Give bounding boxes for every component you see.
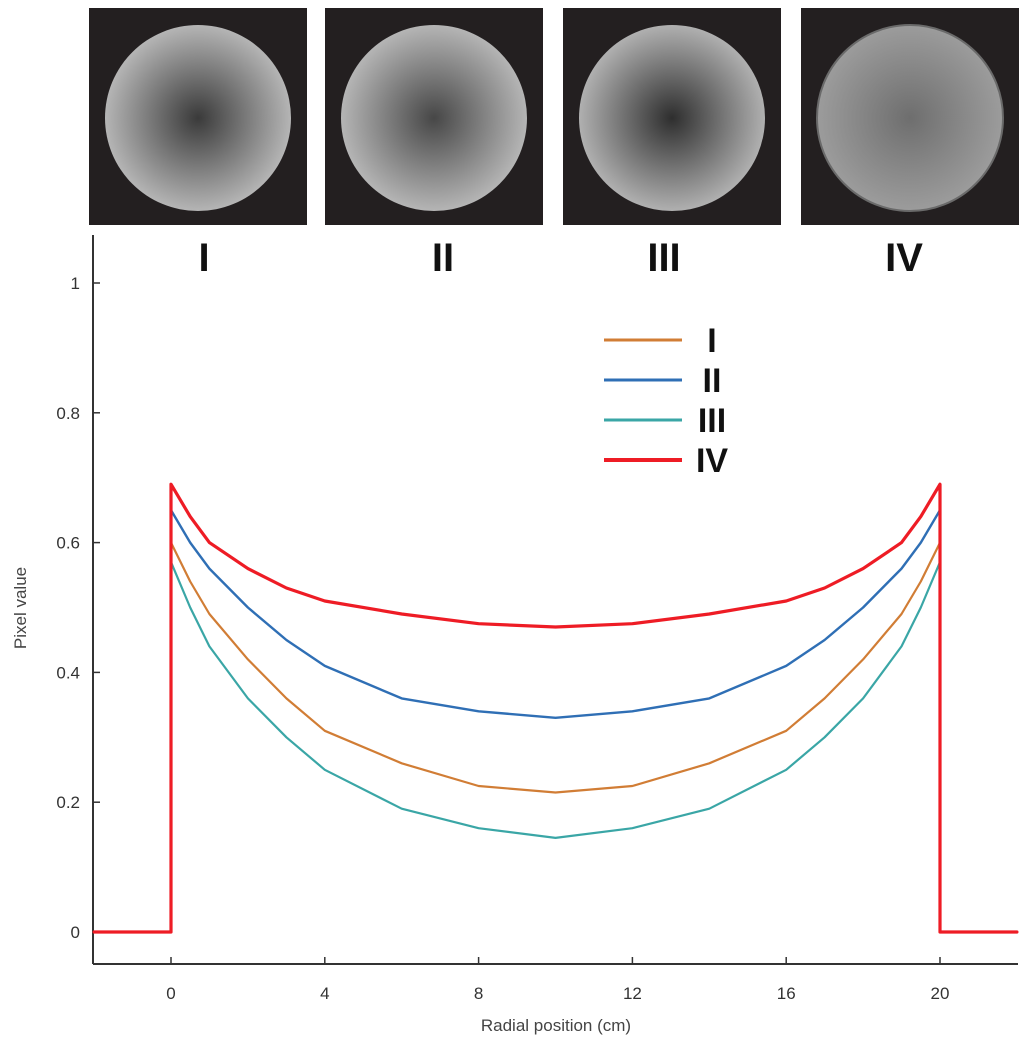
y-axis-title: Pixel value [11,567,30,649]
series-line-ii [92,508,1019,934]
panel-label-iii: III [647,236,681,280]
legend-label-iv: IV [696,442,728,480]
phantom-disc-iv [816,24,1004,212]
x-tick-label: 20 [931,984,950,1003]
phantom-disc-iii [579,25,765,211]
axes [92,235,1018,965]
y-tick-label: 0.6 [56,534,80,553]
phantom-disc-ii [341,25,527,211]
phantom-image-iii [563,8,781,225]
x-tick-label: 0 [166,984,175,1003]
x-axis-title: Radial position (cm) [481,1016,631,1035]
series-line-iv [92,482,1019,934]
ticks: 0 4 8 12 16 20 0 0.2 0.4 0.6 0.8 1 [56,274,949,1003]
y-tick-label: 0.8 [56,404,80,423]
series-lines [92,482,1019,934]
y-tick-label: 1 [71,274,80,293]
legend-label-ii: II [703,362,722,400]
y-tick-label: 0.2 [56,793,80,812]
x-tick-label: 16 [777,984,796,1003]
panel-label-iv: IV [885,236,923,280]
x-tick-label: 8 [474,984,483,1003]
series-line-i [92,541,1019,934]
x-tick-label: 12 [623,984,642,1003]
y-tick-label: 0.4 [56,663,80,682]
y-tick-label: 0 [71,923,80,942]
x-tick-label: 4 [320,984,329,1003]
legend-label-i: I [707,322,716,360]
panel-label-ii: II [431,236,455,280]
legend-label-iii: III [698,402,726,440]
phantom-image-iv [801,8,1019,225]
phantom-image-ii [325,8,543,225]
panel-label-i: I [198,236,210,280]
series-line-iii [92,560,1019,934]
phantom-disc-i [105,25,291,211]
phantom-image-i [89,8,307,225]
